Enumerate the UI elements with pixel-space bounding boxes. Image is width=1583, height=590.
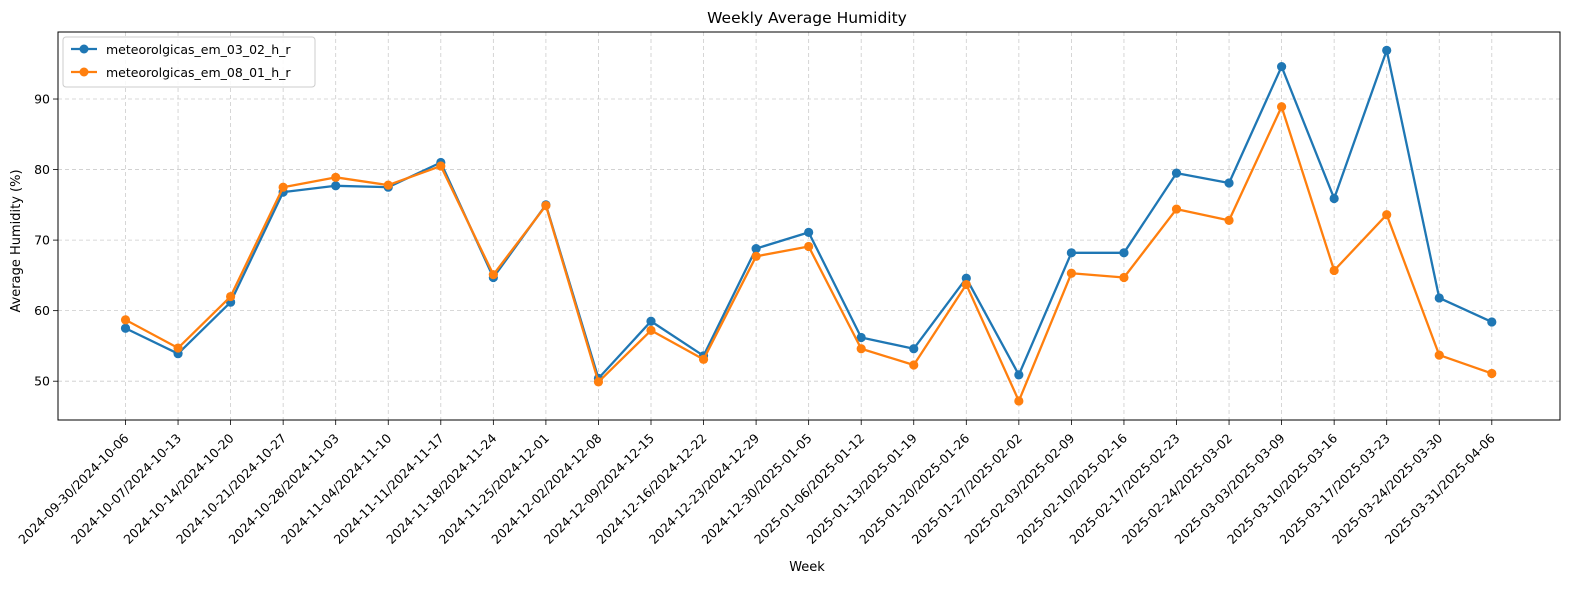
data-point bbox=[646, 316, 656, 326]
data-point bbox=[331, 181, 341, 191]
data-point bbox=[751, 243, 761, 254]
data-point bbox=[1277, 61, 1287, 72]
data-point bbox=[804, 227, 814, 237]
data-point bbox=[909, 360, 919, 370]
data-point bbox=[961, 279, 971, 290]
x-tick-label: 2025-03-31/2025-04-06 bbox=[1382, 430, 1498, 546]
data-point bbox=[1014, 370, 1024, 380]
data-point bbox=[1487, 368, 1497, 379]
series-2 bbox=[120, 102, 1497, 406]
data-point bbox=[1066, 248, 1076, 258]
data-point bbox=[856, 344, 866, 354]
data-point bbox=[698, 354, 709, 364]
legend: meteorolgicas_em_03_02_h_r meteorolgicas… bbox=[62, 36, 316, 88]
data-point bbox=[120, 315, 131, 325]
data-point bbox=[1487, 317, 1497, 327]
plot-frame bbox=[57, 31, 1561, 421]
y-tick-label: 70 bbox=[34, 233, 50, 248]
data-point bbox=[804, 241, 814, 252]
data-point bbox=[1277, 102, 1287, 112]
data-point bbox=[436, 161, 446, 171]
data-point bbox=[961, 273, 971, 283]
data-point bbox=[1119, 248, 1129, 258]
data-point bbox=[646, 325, 656, 336]
data-point bbox=[1434, 350, 1444, 360]
data-point bbox=[1329, 265, 1339, 276]
axes: 2024-09-30/2024-10-062024-10-07/2024-10-… bbox=[15, 31, 1561, 547]
data-point bbox=[173, 343, 183, 353]
data-point bbox=[751, 251, 761, 261]
data-point bbox=[1382, 210, 1392, 220]
y-tick-label: 50 bbox=[34, 374, 50, 389]
data-point bbox=[1329, 193, 1339, 204]
data-point bbox=[1066, 268, 1076, 278]
y-tick-label: 60 bbox=[34, 303, 50, 318]
data-point bbox=[1224, 178, 1234, 188]
legend-label-series-1: meteorolgicas_em_03_02_h_r bbox=[106, 42, 291, 57]
data-point bbox=[541, 200, 551, 211]
data-point bbox=[1014, 396, 1024, 406]
legend-marker-series-1 bbox=[79, 44, 89, 54]
y-tick-label: 80 bbox=[34, 162, 50, 177]
data-point bbox=[383, 180, 393, 190]
data-point bbox=[1382, 45, 1392, 55]
data-point bbox=[488, 270, 498, 280]
y-tick-label: 90 bbox=[34, 92, 50, 107]
data-point bbox=[1119, 272, 1129, 283]
data-point bbox=[1171, 204, 1182, 214]
grid-lines bbox=[58, 32, 1560, 420]
data-point bbox=[1434, 293, 1444, 303]
x-axis-label: Week bbox=[789, 560, 825, 575]
data-point bbox=[1224, 215, 1234, 225]
data-point bbox=[1171, 168, 1182, 178]
chart-title: Weekly Average Humidity bbox=[707, 9, 907, 27]
data-point bbox=[120, 323, 131, 333]
data-point bbox=[278, 182, 288, 192]
data-point bbox=[593, 377, 604, 387]
series-layer bbox=[120, 45, 1497, 406]
data-point bbox=[909, 344, 919, 354]
legend-label-series-2: meteorolgicas_em_08_01_h_r bbox=[106, 65, 291, 80]
legend-box bbox=[62, 36, 316, 88]
legend-marker-series-2 bbox=[79, 67, 89, 77]
data-point bbox=[856, 332, 866, 343]
data-point bbox=[226, 291, 236, 302]
data-point bbox=[331, 172, 341, 182]
y-axis-label: Average Humidity (%) bbox=[9, 169, 24, 312]
